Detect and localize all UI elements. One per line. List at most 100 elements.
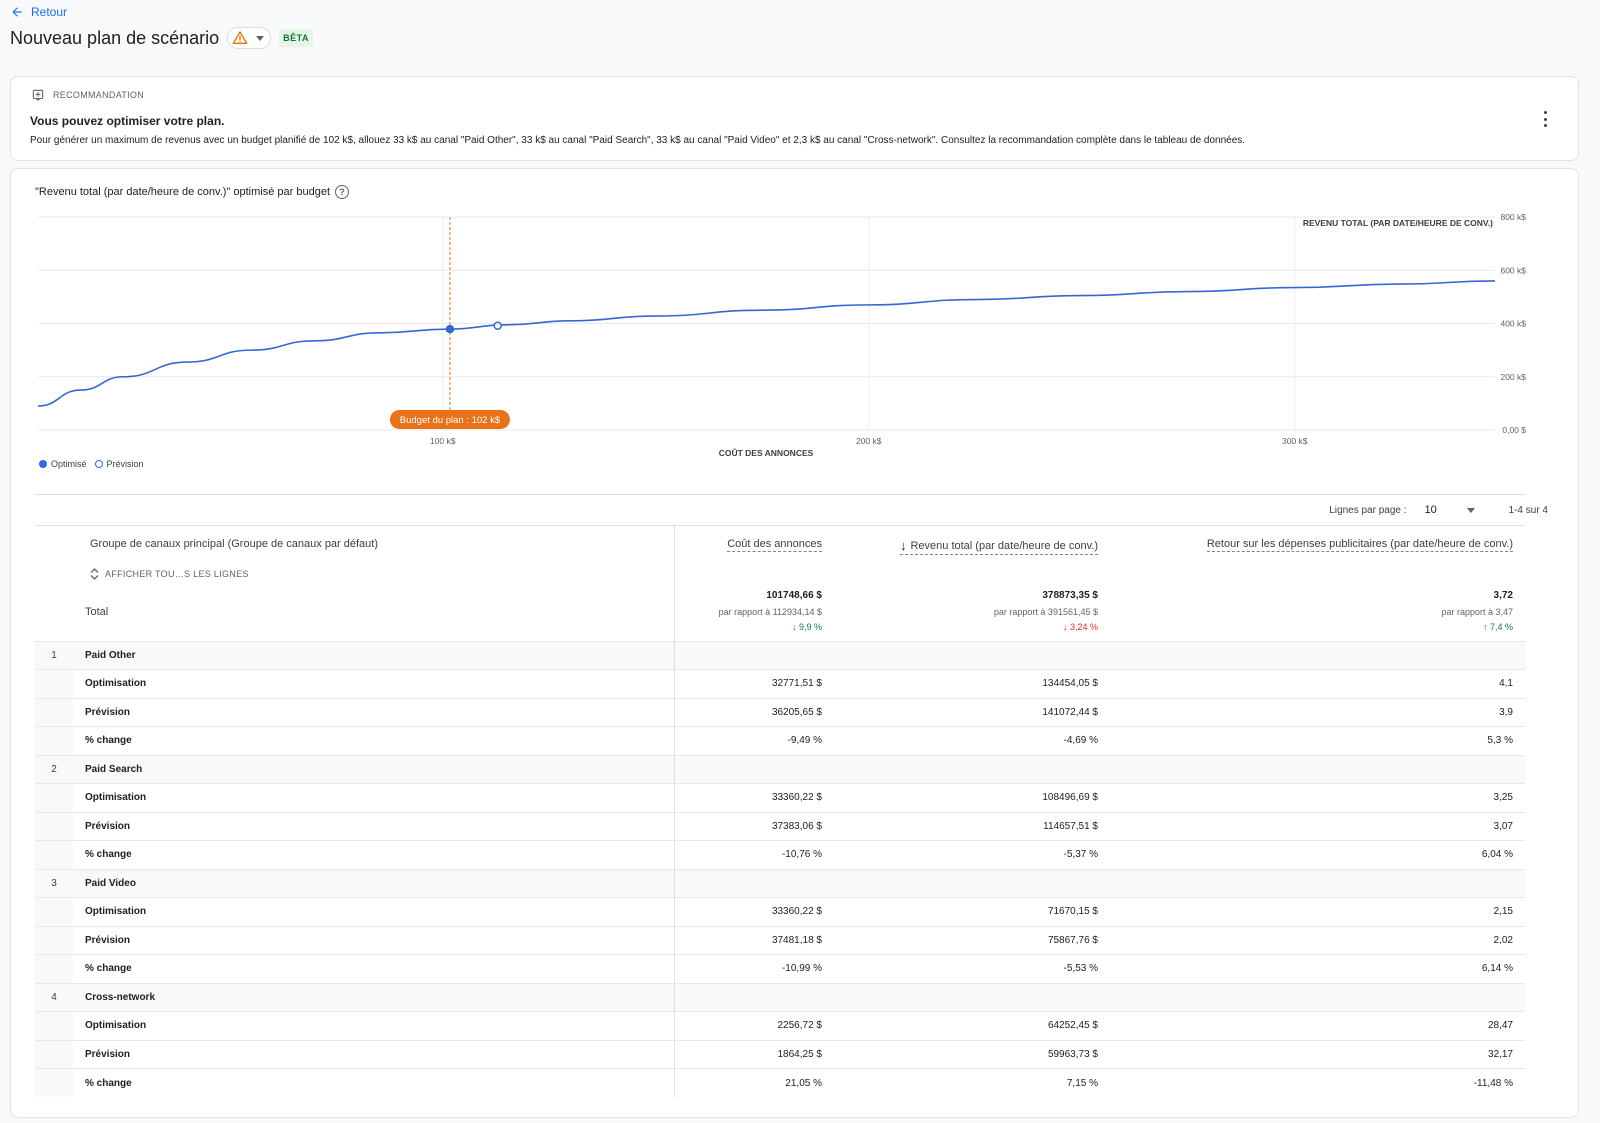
compare-value: par rapport à 3,47	[1441, 607, 1513, 617]
recommendation-heading: RECOMMANDATION	[53, 90, 145, 100]
warning-dropdown[interactable]	[227, 27, 272, 49]
metric-value: 2256,72 $	[674, 1011, 834, 1040]
empty-cell	[1110, 754, 1525, 784]
metric-value: 4,1	[1110, 669, 1525, 698]
compare-value: par rapport à 112934,14 $	[718, 607, 822, 617]
table-row: Optimisation 2256,72 $64252,45 $28,47	[35, 1011, 1525, 1040]
revenue-chart: 0,00 $ 200 k$ 400 k$ 600 k$ 800 k$ 100 k$ 200 …	[37, 212, 1526, 458]
metric-value: 3,07	[1110, 811, 1525, 841]
show-all-rows-button[interactable]: AFFICHER TOU…S LES LIGNES	[90, 568, 249, 580]
chart-title-text: "Revenu total (par date/heure de conv.)"…	[35, 186, 331, 198]
metric-label: % change	[73, 840, 675, 869]
metric-value: 108496,69 $	[834, 783, 1110, 812]
column-title-text: Retour sur les dépenses publicitaires (p…	[1206, 538, 1513, 550]
metric-value: -5,53 %	[834, 954, 1110, 983]
index-spacer	[35, 669, 73, 698]
table-group-row[interactable]: 4 Cross-network	[35, 982, 1525, 1012]
row-index: 4	[35, 982, 73, 1012]
cost-column-header: Coût des annonces 101748,66 $ par rappor…	[674, 526, 834, 641]
chart-title: "Revenu total (par date/heure de conv.)"…	[35, 185, 350, 199]
empty-cell	[834, 754, 1110, 784]
back-link[interactable]: Retour	[10, 5, 67, 19]
chart-legend: Optimisé Prévision	[39, 459, 144, 469]
budget-badge-label: Budget du plan : 102 k$	[400, 415, 501, 426]
metric-label: Optimisation	[73, 897, 675, 926]
table-group-row[interactable]: 3 Paid Video	[35, 868, 1525, 898]
index-spacer	[35, 1068, 73, 1097]
index-spacer	[35, 1011, 73, 1040]
beta-badge: BÊTA	[279, 29, 313, 47]
y-tick-label: 200 k$	[1500, 372, 1526, 382]
legend-item-prevision[interactable]: Prévision	[94, 459, 144, 469]
x-axis-label: COÛT DES ANNONCES	[719, 447, 814, 458]
delta-value: ↓ 9,9 %	[791, 622, 822, 632]
metric-value: 6,04 %	[1110, 840, 1525, 869]
table-row: % change -10,76 % -5,37 % 6,04 %	[35, 840, 1525, 869]
metric-value: 71670,15 $	[834, 897, 1110, 926]
recommendation-card: RECOMMANDATION Vous pouvez optimiser vot…	[10, 76, 1579, 161]
metric-value: 37481,18 $	[674, 925, 834, 955]
optimised-point	[445, 324, 455, 334]
empty-cell	[834, 640, 1110, 670]
budget-badge	[389, 410, 510, 429]
group-column-title[interactable]: Groupe de canaux principal (Groupe de ca…	[90, 538, 379, 550]
help-icon[interactable]: ?	[335, 185, 350, 199]
metric-label: Prévision	[73, 811, 675, 841]
revenue-column-title[interactable]: ↓ Revenu total (par date/heure de conv.)	[899, 538, 1098, 555]
empty-cell	[674, 868, 834, 898]
table-row: % change 21,05 % 7,15 % -11,48 %	[35, 1068, 1525, 1097]
table-row: Optimisation 33360,22 $71670,15 $2,15	[35, 897, 1525, 926]
index-spacer	[35, 954, 73, 983]
channel-name: Paid Search	[73, 754, 675, 784]
index-spacer	[35, 697, 73, 727]
rows-per-page-select[interactable]: 10	[1425, 504, 1475, 516]
total-value: 378873,35 $	[1042, 590, 1098, 601]
metric-value: 1864,25 $	[674, 1039, 834, 1069]
metric-value: 2,15	[1110, 897, 1525, 926]
metric-value: 75867,76 $	[834, 925, 1110, 955]
metric-label: Optimisation	[73, 1011, 675, 1040]
divider	[35, 494, 1525, 495]
recommendation-text: Pour générer un maximum de revenus avec …	[30, 135, 1246, 146]
legend-item-optimise[interactable]: Optimisé	[39, 459, 87, 469]
main-card: "Revenu total (par date/heure de conv.)"…	[10, 168, 1579, 1118]
index-spacer	[35, 811, 73, 841]
total-label: Total	[85, 606, 109, 618]
x-tick-label: 300 k$	[1282, 436, 1308, 446]
rows-per-page-label: Lignes par page :	[1329, 504, 1407, 516]
metric-value: 2,02	[1110, 925, 1525, 955]
table-group-row[interactable]: 2 Paid Search	[35, 754, 1525, 784]
empty-cell	[1110, 640, 1525, 670]
metric-value: 36205,65 $	[674, 697, 834, 727]
column-title-text: Revenu total (par date/heure de conv.)	[910, 539, 1098, 552]
forecast-point	[493, 321, 502, 330]
empty-cell	[1110, 982, 1525, 1012]
channel-name: Paid Other	[73, 640, 675, 670]
empty-cell	[1110, 868, 1525, 898]
table-group-row[interactable]: 1 Paid Other	[35, 640, 1525, 670]
metric-value: 7,15 %	[834, 1068, 1110, 1097]
x-tick-label: 100 k$	[430, 436, 456, 446]
chevron-down-icon	[1466, 507, 1475, 513]
metric-value: 33360,22 $	[674, 783, 834, 812]
metric-value: 3,9	[1110, 697, 1525, 727]
table-row: Prévision 37481,18 $75867,76 $2,02	[35, 925, 1525, 955]
metric-value: -10,76 %	[674, 840, 834, 869]
metric-label: Prévision	[73, 1039, 675, 1069]
metric-value: 6,14 %	[1110, 954, 1525, 983]
more-options-icon[interactable]	[1542, 111, 1548, 127]
metric-label: Optimisation	[73, 669, 675, 698]
index-spacer	[35, 1039, 73, 1069]
column-title-text: Coût des annonces	[727, 538, 822, 550]
empty-cell	[834, 982, 1110, 1012]
roas-column-title[interactable]: Retour sur les dépenses publicitaires (p…	[1206, 538, 1513, 552]
table-row: Prévision 36205,65 $141072,44 $3,9	[35, 697, 1525, 727]
metric-value: 37383,06 $	[674, 811, 834, 841]
channel-name: Cross-network	[73, 982, 675, 1012]
table-row: Prévision 1864,25 $59963,73 $32,17	[35, 1039, 1525, 1069]
compare-value: par rapport à 391561,45 $	[993, 607, 1098, 617]
cost-column-title[interactable]: Coût des annonces	[727, 538, 822, 552]
metric-label: Prévision	[73, 697, 675, 727]
metric-value: -10,99 %	[674, 954, 834, 983]
y-tick-label: 800 k$	[1500, 212, 1526, 222]
